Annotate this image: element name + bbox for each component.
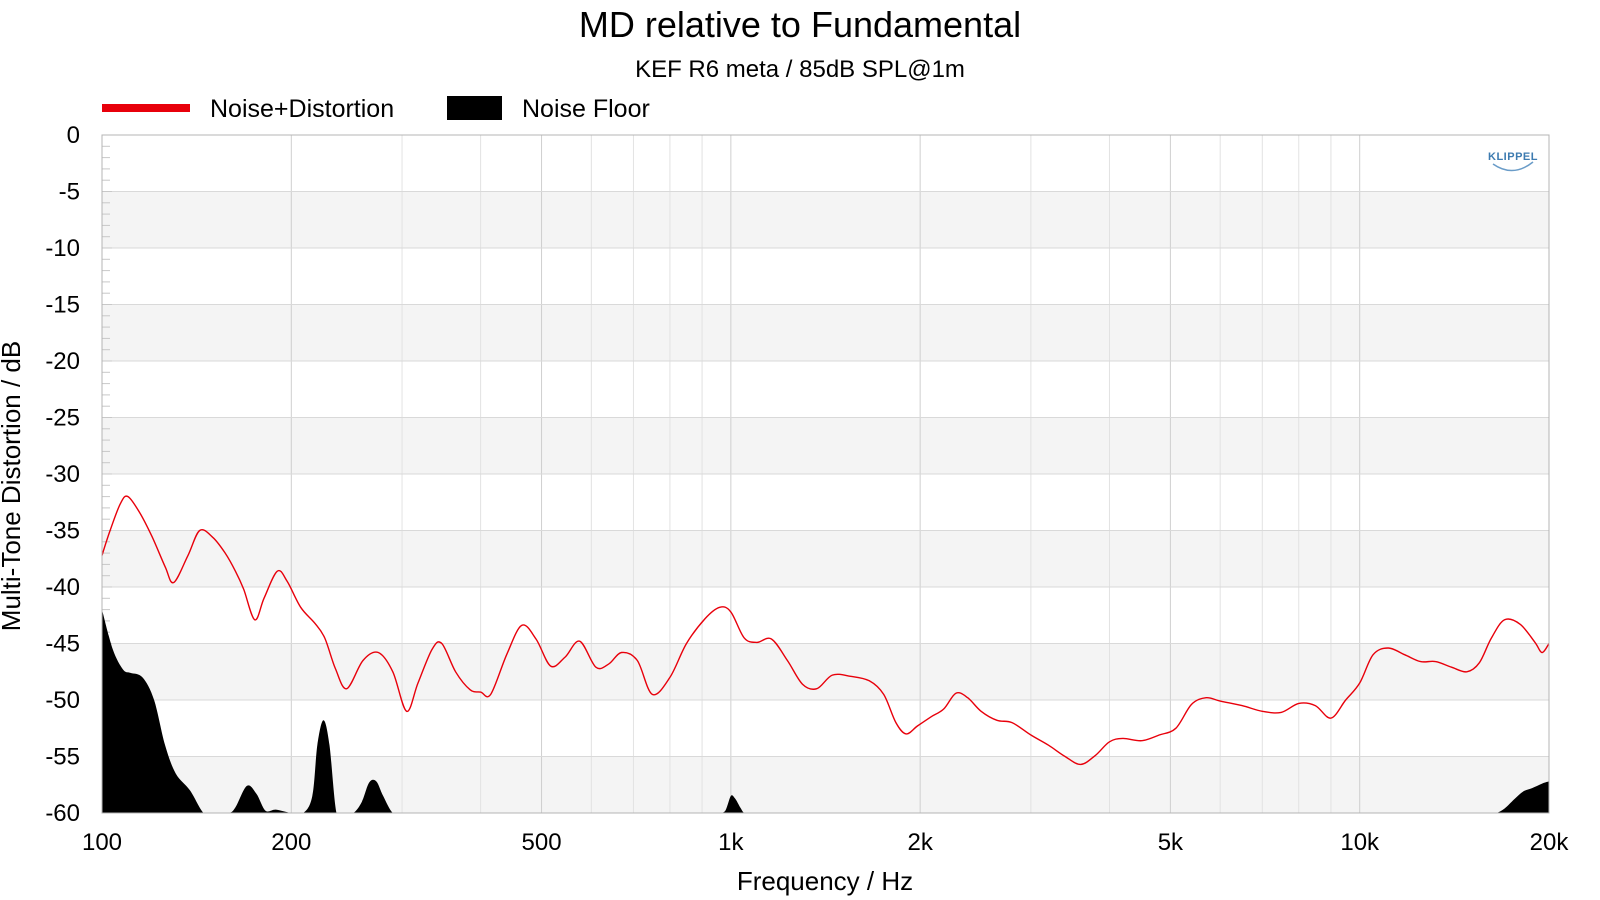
noise-floor-area [102,609,1549,813]
legend-swatch-noise-floor [447,96,502,120]
y-tick-label: -60 [45,800,80,827]
x-tick-label: 2k [907,829,933,856]
x-tick-label: 200 [271,829,311,856]
x-tick-label: 20k [1530,829,1570,856]
plot-frame [101,134,1550,814]
grid-band [102,191,1549,248]
y-axis-label: Multi-Tone Distortion / dB [0,341,26,631]
x-tick-label: 5k [1158,829,1184,856]
legend-label-noise-distortion: Noise+Distortion [210,95,394,123]
y-tick-label: -15 [45,292,80,319]
y-tick-label: -5 [59,179,80,206]
x-tick-label: 10k [1340,829,1380,856]
y-tick-label: -25 [45,405,80,432]
x-axis-label: Frequency / Hz [737,866,913,896]
y-tick-label: -40 [45,574,80,601]
grid-band [102,417,1549,474]
legend: Noise+Distortion Noise Floor [102,95,650,123]
y-tick-label: -20 [45,348,80,375]
klippel-logo: KLIPPEL [1488,151,1538,172]
y-tick-label: -45 [45,631,80,658]
legend-label-noise-floor: Noise Floor [522,95,650,123]
y-tick-label: -50 [45,687,80,714]
y-tick-label: -35 [45,518,80,545]
noise-distortion-line [101,495,1550,766]
grid-band [102,756,1549,813]
noise-floor-series [102,609,1549,813]
x-axis-ticks: 100 200 500 1k 2k 5k 10k 20k [82,829,1569,856]
x-tick-label: 500 [522,829,562,856]
y-tick-label: -30 [45,461,80,488]
grid-band [102,530,1549,587]
chart-subtitle: KEF R6 meta / 85dB SPL@1m [635,56,965,83]
grid-band [102,643,1549,700]
legend-swatch-noise-distortion [102,104,190,112]
x-tick-label: 100 [82,829,122,856]
chart-title: MD relative to Fundamental [579,4,1021,45]
y-tick-label: -55 [45,744,80,771]
klippel-logo-swoosh [1492,161,1534,172]
noise-distortion-series [101,495,1550,766]
y-tick-label: 0 [67,122,80,149]
x-tick-label: 1k [718,829,744,856]
klippel-logo-text: KLIPPEL [1488,151,1538,163]
y-axis-ticks: 0 -5 -10 -15 -20 -25 -30 -35 -40 -45 -50 -55 -60 [45,122,80,827]
grid-band [102,304,1549,361]
y-tick-label: -10 [45,235,80,262]
